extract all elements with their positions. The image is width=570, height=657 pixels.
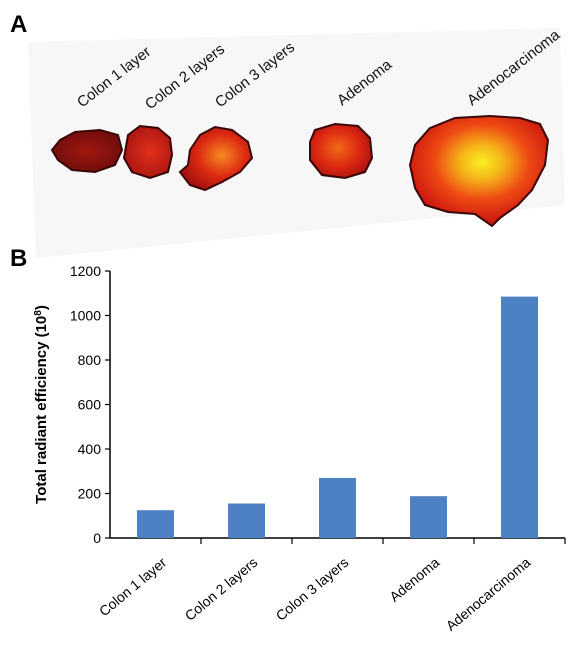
tissue-colon-1-layer bbox=[50, 128, 124, 174]
panel-b-letter: B bbox=[10, 245, 27, 272]
y-tick-label-0: 0 bbox=[93, 530, 101, 546]
tissue-adenocarcinoma bbox=[408, 114, 550, 228]
bar-0 bbox=[137, 510, 174, 538]
bar-1 bbox=[228, 503, 265, 538]
y-axis-label: Total radiant efficiency (108) bbox=[33, 305, 51, 504]
x-tick-label-3: Adenoma bbox=[386, 554, 442, 605]
y-tick-label-3: 600 bbox=[78, 397, 102, 413]
tissue-colon-3-layers bbox=[178, 125, 254, 192]
x-tick-label-4: Adenocarcinoma bbox=[443, 554, 534, 634]
y-tick-label-6: 1200 bbox=[70, 263, 101, 279]
tissue-adenoma bbox=[309, 122, 374, 180]
y-axis-label-end: ) bbox=[33, 305, 50, 310]
y-tick-label-5: 1000 bbox=[70, 308, 101, 324]
tissue-colon-2-layers bbox=[122, 124, 174, 180]
x-tick-label-2: Colon 3 layers bbox=[273, 554, 352, 624]
bar-4 bbox=[501, 296, 538, 538]
x-tick-label-0: Colon 1 layer bbox=[96, 554, 170, 619]
y-ticks: 0 200 400 600 800 1000 1200 bbox=[70, 263, 110, 546]
y-tick-label-2: 400 bbox=[78, 441, 102, 457]
bar-3 bbox=[410, 496, 447, 538]
y-tick-label-4: 800 bbox=[78, 352, 102, 368]
bars bbox=[137, 296, 538, 538]
y-axis-label-exponent: 8 bbox=[33, 310, 44, 316]
x-tick-label-1: Colon 2 layers bbox=[182, 554, 261, 624]
bar-2 bbox=[319, 477, 356, 538]
y-axis-label-main: Total radiant efficiency (10 bbox=[33, 316, 50, 504]
x-ticks: Colon 1 layer Colon 2 layers Colon 3 layer… bbox=[96, 538, 566, 634]
panel-a-letter: A bbox=[10, 11, 27, 38]
y-tick-label-1: 200 bbox=[78, 486, 102, 502]
